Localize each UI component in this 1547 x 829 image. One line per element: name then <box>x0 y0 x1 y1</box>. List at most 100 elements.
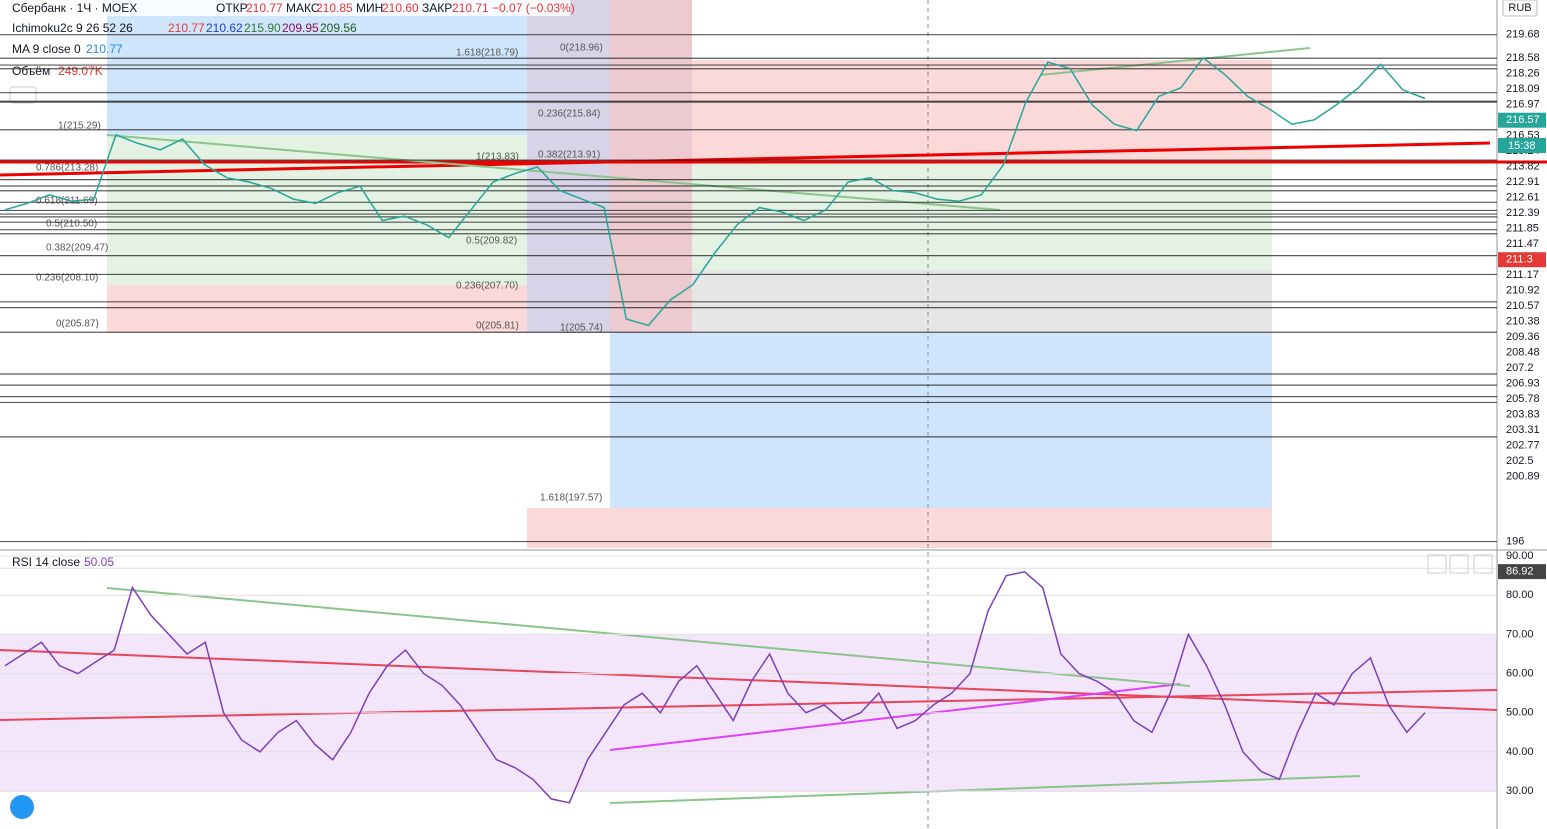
fib-label: 1(215.29) <box>58 121 101 132</box>
fib-label: 0.382(209.47) <box>46 243 108 254</box>
indicator-name[interactable]: MA 9 close 0 <box>12 42 81 56</box>
y-tick-label: 50.00 <box>1506 707 1534 719</box>
y-tick-label: 40.00 <box>1506 746 1534 758</box>
ohlc-value: 210.71 <box>452 1 489 15</box>
trendline <box>106 134 1001 211</box>
y-tick-label: 203.31 <box>1506 424 1540 436</box>
series-line <box>4 56 1426 327</box>
y-tick-label: 86.92 <box>1506 566 1534 578</box>
zone <box>107 285 527 333</box>
y-tick-label: 202.5 <box>1506 455 1534 467</box>
price-tag <box>1498 564 1546 580</box>
y-tick-label: 70.00 <box>1506 628 1534 640</box>
zone <box>107 0 527 135</box>
y-tick-label: 210.92 <box>1506 285 1540 297</box>
change: −0.07 (−0.03%) <box>492 1 575 15</box>
currency[interactable]: RUB <box>1508 2 1531 14</box>
y-tick-label: 200.89 <box>1506 471 1540 483</box>
rsi-trendline <box>0 649 1498 711</box>
y-tick-label: 205.78 <box>1506 393 1540 405</box>
price-tag <box>1498 112 1546 128</box>
y-tick-label: 90.00 <box>1506 550 1534 562</box>
ohlc-label: МИН <box>356 1 383 15</box>
y-tick-label: 203.83 <box>1506 409 1540 421</box>
y-tick-label: 216.97 <box>1506 99 1540 111</box>
ohlc-value: 210.85 <box>316 1 353 15</box>
zone <box>610 333 1272 508</box>
fib-label: 0.236(215.84) <box>538 109 600 120</box>
ohlc-label: МАКС <box>286 1 320 15</box>
y-tick-label: 211.17 <box>1506 269 1539 281</box>
fib-label: 0(205.81) <box>476 321 519 332</box>
rsi-trendline <box>106 587 1191 687</box>
legend-bg <box>0 0 570 16</box>
y-tick-label: 218.09 <box>1506 83 1540 95</box>
ohlc-label: ОТКР <box>216 1 248 15</box>
indicator-value: 209.56 <box>320 21 357 35</box>
y-tick-label: 212.91 <box>1506 176 1540 188</box>
y-tick-label: 30.00 <box>1506 785 1534 797</box>
y-tick-label: 218.58 <box>1506 52 1540 64</box>
indicator-name[interactable]: Объём <box>12 64 50 78</box>
maximize-button[interactable] <box>1473 554 1493 574</box>
currency-button[interactable] <box>1502 0 1538 17</box>
y-tick-label: 80.00 <box>1506 589 1534 601</box>
rsi-trendline <box>0 689 1498 721</box>
y-tick-label: 216.57 <box>1506 114 1540 126</box>
countdown: 15:38 <box>1508 140 1536 152</box>
y-tick-label: 211.3 <box>1506 254 1533 266</box>
y-tick-label: 202.77 <box>1506 440 1540 452</box>
ohlc-value: 210.60 <box>382 1 419 15</box>
y-tick-label: 219.68 <box>1506 29 1540 41</box>
y-tick-label: 206.93 <box>1506 378 1540 390</box>
indicator-value: 210.77 <box>168 21 205 35</box>
indicator-value: 249.07K <box>58 64 103 78</box>
fib-label: 1.618(197.57) <box>540 493 602 504</box>
price-tag <box>1498 252 1546 268</box>
indicator-value: 209.95 <box>282 21 319 35</box>
indicator-value: 210.62 <box>206 21 243 35</box>
close-button[interactable] <box>1449 554 1469 574</box>
fib-label: 0.5(209.82) <box>466 236 517 247</box>
y-tick-label: 213.82 <box>1506 161 1540 173</box>
ohlc-label: ЗАКР <box>422 1 452 15</box>
fib-label: 0.236(208.10) <box>36 273 98 284</box>
fib-label: 0(218.96) <box>560 43 603 54</box>
y-tick-label: 211.47 <box>1506 238 1539 250</box>
collapse-button[interactable] <box>9 86 37 104</box>
fib-label: 0(205.87) <box>56 319 99 330</box>
fib-label: 1.618(218.79) <box>456 48 518 59</box>
y-tick-label: 212.61 <box>1506 192 1540 204</box>
trendline <box>0 141 1491 177</box>
fib-label: 0.236(207.70) <box>456 281 518 292</box>
y-tick-label: 210.38 <box>1506 316 1540 328</box>
y-tick-label: 209.36 <box>1506 331 1540 343</box>
rsi-band <box>0 635 1497 792</box>
y-tick-label: 218.26 <box>1506 68 1540 80</box>
trendline <box>1039 47 1311 76</box>
move-up-button[interactable] <box>1427 554 1447 574</box>
y-tick-label: 212.39 <box>1506 207 1540 219</box>
indicator-value: 210.77 <box>86 42 123 56</box>
indicator-value: 50.05 <box>84 555 114 569</box>
fib-label: 1(213.83) <box>476 152 519 163</box>
y-tick-label: 210.57 <box>1506 300 1540 312</box>
indicator-name[interactable]: RSI 14 close <box>12 555 80 569</box>
zone <box>692 60 1272 160</box>
y-tick-label: 208.48 <box>1506 347 1540 359</box>
rsi-trendline <box>609 683 1181 751</box>
indicator-name[interactable]: Ichimoku2c 9 26 52 26 <box>12 21 133 35</box>
fib-label: 1(205.74) <box>560 323 603 334</box>
y-tick-label: 207.2 <box>1506 362 1534 374</box>
y-tick-label: 60.00 <box>1506 667 1534 679</box>
fib-label: 0.382(213.91) <box>538 150 600 161</box>
series-line <box>4 570 1426 804</box>
y-tick-label: 211.85 <box>1506 223 1539 235</box>
rsi-trendline <box>609 775 1361 804</box>
fib-label: 0.786(213.28) <box>36 163 98 174</box>
y-tick-label: 196 <box>1506 535 1524 547</box>
ohlc-value: 210.77 <box>246 1 283 15</box>
symbol[interactable]: Сбербанк · 1Ч · MOEX <box>12 1 137 15</box>
logo[interactable] <box>10 795 34 819</box>
